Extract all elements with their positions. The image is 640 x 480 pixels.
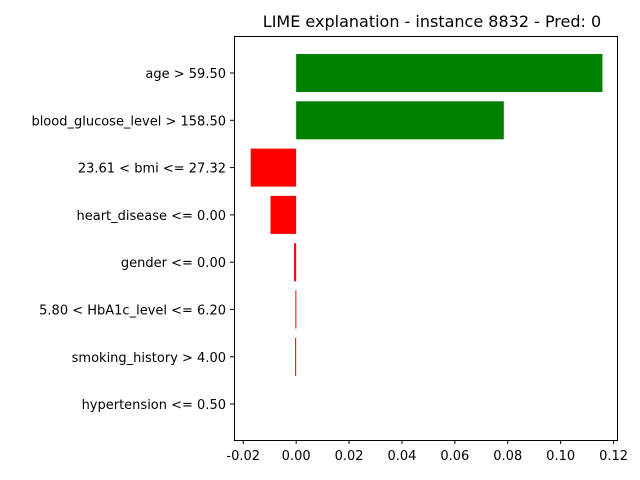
x-tick-label: 0.08 — [493, 449, 522, 464]
y-tick-label: gender <= 0.00 — [121, 256, 226, 271]
plot-frame — [234, 36, 618, 441]
chart-title: LIME explanation - instance 8832 - Pred:… — [263, 12, 601, 31]
bars-group — [250, 54, 603, 376]
bar-1 — [296, 101, 504, 140]
y-tick-label: blood_glucose_level > 158.50 — [31, 114, 226, 129]
y-tick-label: 23.61 < bmi <= 27.32 — [78, 162, 226, 177]
x-tick-label: 0.12 — [599, 449, 628, 464]
bar-4 — [294, 243, 297, 282]
x-tick-label: 0.04 — [387, 449, 416, 464]
y-tick-label: age > 59.50 — [145, 67, 226, 82]
bar-2 — [250, 148, 297, 187]
y-tick-label: smoking_history > 4.00 — [72, 351, 226, 366]
bar-3 — [270, 195, 297, 234]
x-tick-label: -0.02 — [226, 449, 260, 464]
y-tick-label: heart_disease <= 0.00 — [76, 209, 226, 224]
bar-0 — [296, 54, 603, 92]
bar-6 — [295, 337, 297, 376]
x-tick-label: 0.02 — [335, 449, 364, 464]
x-tick-label: 0.10 — [546, 449, 575, 464]
x-tick-label: 0.06 — [440, 449, 469, 464]
x-axis-ticks: -0.02 0.00 0.02 0.04 0.06 0.08 0.10 0.12 — [226, 440, 628, 464]
y-tick-label: hypertension <= 0.50 — [82, 398, 226, 413]
y-axis-ticks: age > 59.50 blood_glucose_level > 158.50 2… — [31, 67, 234, 413]
bar-5 — [295, 290, 297, 329]
y-tick-label: 5.80 < HbA1c_level <= 6.20 — [39, 304, 226, 319]
x-tick-label: 0.00 — [282, 449, 311, 464]
